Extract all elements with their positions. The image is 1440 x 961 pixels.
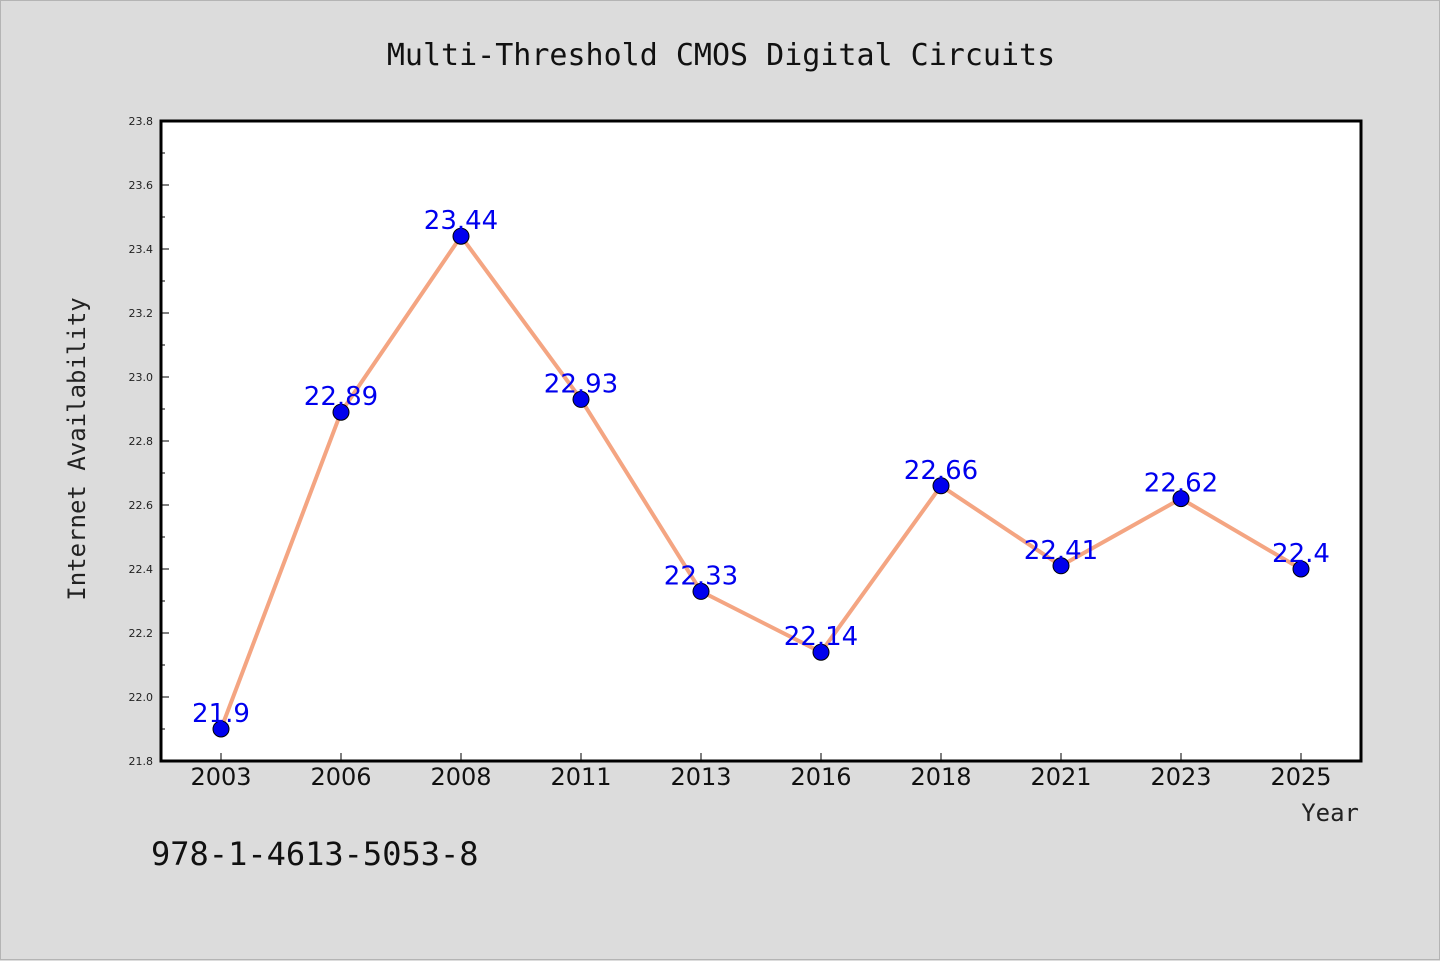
x-axis: 2003 2006 2008 2011 2013 2016 2018 2021 2023 2025 xyxy=(190,753,1332,791)
data-point xyxy=(452,227,470,245)
data-label: 22.66 xyxy=(904,456,978,486)
y-tick-label: 23.2 xyxy=(129,307,154,320)
data-point xyxy=(332,403,350,421)
data-label: 22.4 xyxy=(1272,539,1330,569)
data-label: 22.41 xyxy=(1024,536,1098,566)
data-point xyxy=(932,477,950,495)
x-tick-label: 2011 xyxy=(550,763,611,791)
y-tick-label: 22.4 xyxy=(129,563,154,576)
y-tick-label: 22.8 xyxy=(129,435,154,448)
data-label: 23.44 xyxy=(424,206,498,236)
y-tick-label: 23.4 xyxy=(129,243,154,256)
data-label: 21.9 xyxy=(192,699,250,729)
y-axis: 21.8 22.0 22.2 22.4 22.6 22.8 23.0 23.2 23.4 23.6… xyxy=(129,115,169,768)
y-tick-label: 21.8 xyxy=(129,755,154,768)
data-point xyxy=(212,720,230,738)
x-tick-label: 2021 xyxy=(1030,763,1091,791)
y-tick-label: 23.0 xyxy=(129,371,154,384)
plot-frame xyxy=(159,119,1363,763)
x-tick-label: 2023 xyxy=(1150,763,1211,791)
data-label: 22.33 xyxy=(664,561,738,591)
data-point xyxy=(1292,560,1310,578)
data-label: 22.62 xyxy=(1144,469,1218,499)
data-point xyxy=(812,643,830,661)
x-tick-label: 2013 xyxy=(670,763,731,791)
data-label: 22.89 xyxy=(304,382,378,412)
y-tick-label: 23.6 xyxy=(129,179,154,192)
x-tick-label: 2018 xyxy=(910,763,971,791)
y-tick-label: 23.8 xyxy=(129,115,154,128)
x-tick-label: 2025 xyxy=(1270,763,1331,791)
y-tick-label: 22.2 xyxy=(129,627,154,640)
data-point xyxy=(572,390,590,408)
series-line xyxy=(219,234,1303,731)
isbn-annotation: 978-1-4613-5053-8 xyxy=(151,835,479,873)
x-axis-label: Year xyxy=(1301,799,1359,827)
x-tick-label: 2006 xyxy=(310,763,371,791)
data-point xyxy=(1052,557,1070,575)
plot-area xyxy=(161,121,1361,761)
data-label: 22.14 xyxy=(784,622,858,652)
x-tick-label: 2016 xyxy=(790,763,851,791)
x-tick-label: 2008 xyxy=(430,763,491,791)
y-axis-label: Internet Availability xyxy=(63,297,91,600)
y-tick-label: 22.6 xyxy=(129,499,154,512)
data-point xyxy=(1172,490,1190,508)
series-layer: 21.9 22.89 23.44 22.93 22.33 22.14 22.66 22.41 2… xyxy=(192,206,1330,738)
x-tick-label: 2003 xyxy=(190,763,251,791)
data-point xyxy=(692,582,710,600)
chart-title: Multi-Threshold CMOS Digital Circuits xyxy=(387,38,1055,73)
y-tick-label: 22.0 xyxy=(129,691,154,704)
data-label: 22.93 xyxy=(544,369,618,399)
